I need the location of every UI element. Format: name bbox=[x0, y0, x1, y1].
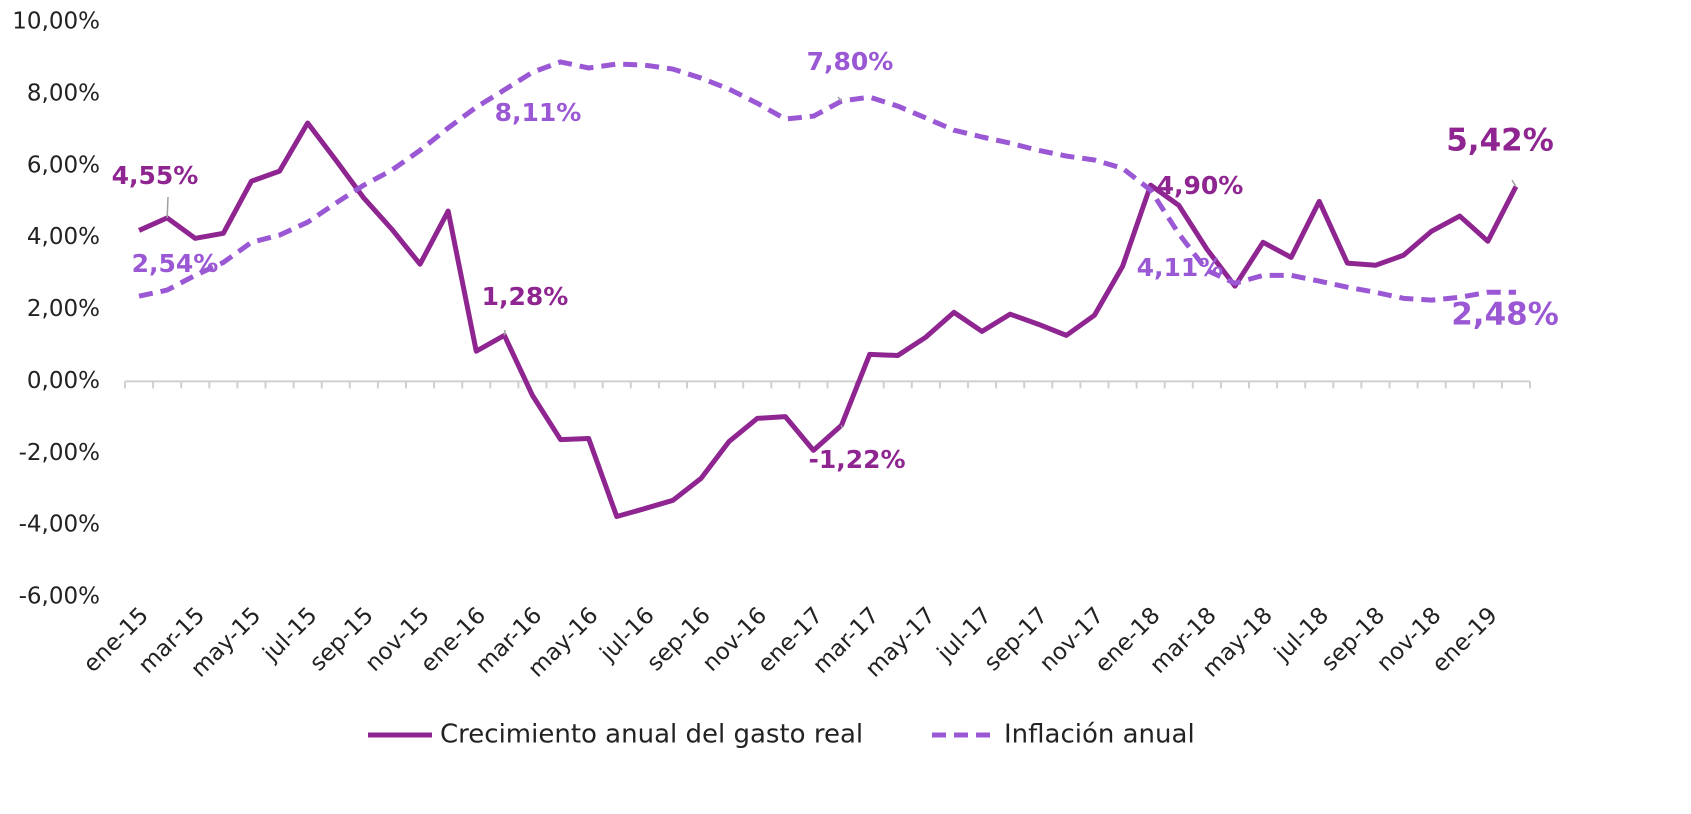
y-tick-label: -6,00% bbox=[19, 584, 100, 610]
leader-line bbox=[837, 96, 843, 102]
y-tick-label: -2,00% bbox=[19, 440, 100, 466]
y-tick-label: 2,00% bbox=[27, 296, 100, 322]
data-label: 7,80% bbox=[807, 47, 894, 76]
data-label: 4,55% bbox=[112, 161, 199, 190]
y-tick-label: 10,00% bbox=[12, 9, 100, 35]
series-line bbox=[138, 59, 1516, 303]
data-label: 4,90% bbox=[1157, 171, 1244, 200]
data-label: 2,54% bbox=[132, 249, 219, 278]
leader-line bbox=[1511, 179, 1517, 187]
data-label: 5,42% bbox=[1446, 123, 1554, 159]
y-tick-label: 4,00% bbox=[27, 224, 100, 250]
data-label: 8,11% bbox=[495, 98, 582, 127]
legend-label: Crecimiento anual del gasto real bbox=[440, 720, 863, 750]
y-tick-label: -4,00% bbox=[19, 512, 100, 538]
legend-label: Inflación anual bbox=[1004, 720, 1195, 750]
data-label: 1,28% bbox=[482, 282, 569, 311]
data-label: 2,48% bbox=[1451, 297, 1559, 333]
leader-line bbox=[166, 196, 169, 218]
data-label: 4,11% bbox=[1137, 253, 1224, 282]
y-tick-label: 6,00% bbox=[27, 152, 100, 178]
y-tick-label: 8,00% bbox=[27, 80, 100, 106]
data-label: -1,22% bbox=[808, 445, 905, 474]
y-tick-label: 0,00% bbox=[27, 368, 100, 394]
leader-line bbox=[503, 329, 506, 336]
series-line bbox=[138, 120, 1519, 519]
